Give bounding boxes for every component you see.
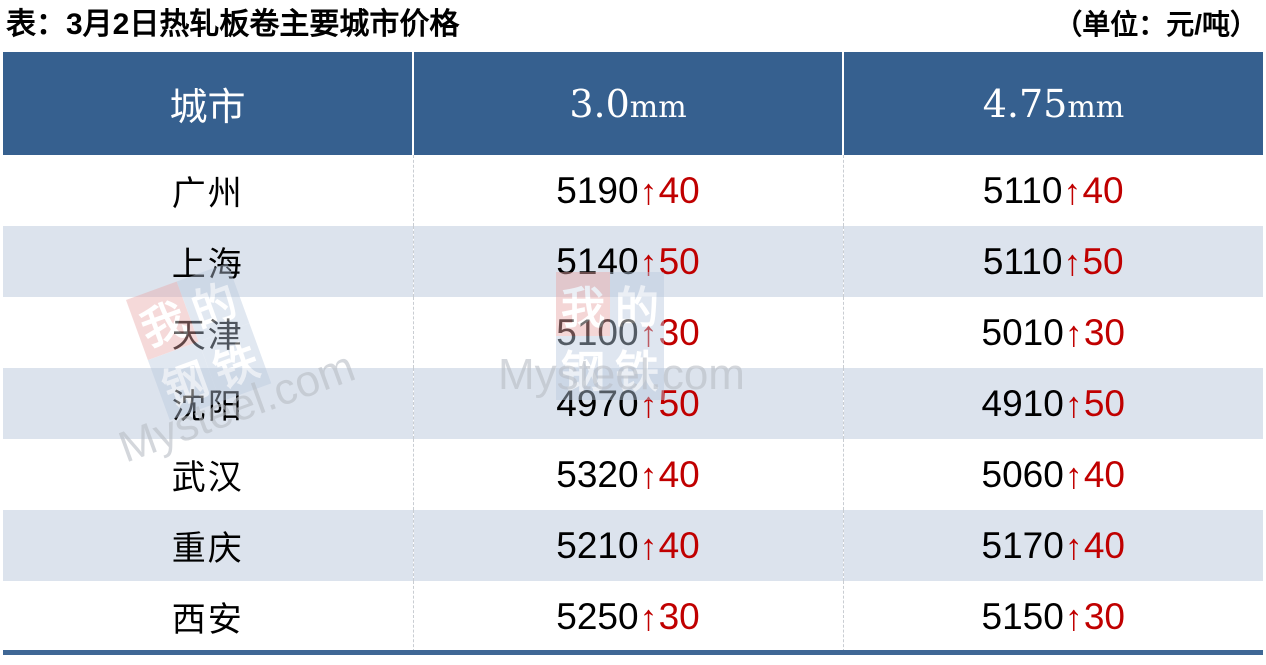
cell-city: 沈阳 <box>3 368 414 439</box>
table-row: 沈阳 4970↑50 4910↑50 <box>3 368 1263 439</box>
cell-price-30: 5210↑40 <box>413 510 844 581</box>
arrow-up-icon: ↑ <box>1064 596 1083 638</box>
column-header-thickness-475: 4.75mm <box>843 52 1263 155</box>
arrow-up-icon: ↑ <box>1064 383 1083 425</box>
header-row: 城市 3.0mm 4.75mm <box>3 52 1263 155</box>
arrow-up-icon: ↑ <box>1064 454 1083 496</box>
table-bottom-rule <box>3 650 1263 655</box>
arrow-up-icon: ↑ <box>639 525 658 567</box>
table-row: 重庆 5210↑40 5170↑40 <box>3 510 1263 581</box>
title-bar: 表：3月2日热轧板卷主要城市价格 （单位：元/吨） <box>0 0 1266 50</box>
price-delta: 40 <box>658 453 700 495</box>
price-value: 5010 <box>981 311 1064 353</box>
price-value: 5110 <box>982 169 1063 211</box>
cell-city: 天津 <box>3 297 414 368</box>
price-delta: 40 <box>1082 169 1124 211</box>
cell-price-475: 5110↑50 <box>843 226 1263 297</box>
price-value: 4970 <box>556 382 639 424</box>
cell-price-475: 5060↑40 <box>843 439 1263 510</box>
price-value: 5190 <box>556 169 639 211</box>
price-value: 5170 <box>981 524 1064 566</box>
price-value: 5110 <box>982 240 1063 282</box>
cell-city: 重庆 <box>3 510 414 581</box>
price-delta: 40 <box>658 524 700 566</box>
cell-price-30: 5190↑40 <box>413 155 844 226</box>
unit-label: （单位：元/吨） <box>1054 9 1258 40</box>
table-body: 广州 5190↑40 5110↑40 上海 5140↑50 5110↑50 <box>3 155 1263 652</box>
page-title: 表：3月2日热轧板卷主要城市价格 <box>6 8 460 41</box>
price-table-wrapper: 城市 3.0mm 4.75mm 广州 5190↑40 <box>3 52 1263 656</box>
arrow-up-icon: ↑ <box>639 383 658 425</box>
column-header-475-label: 4.75 <box>982 81 1068 126</box>
price-delta: 30 <box>1083 595 1125 637</box>
table-row: 天津 5100↑30 5010↑30 <box>3 297 1263 368</box>
price-value: 5250 <box>556 595 639 637</box>
arrow-up-icon: ↑ <box>1064 312 1083 354</box>
arrow-up-icon: ↑ <box>639 170 658 212</box>
table-row: 西安 5250↑30 5150↑30 <box>3 581 1263 652</box>
price-delta: 50 <box>658 382 700 424</box>
cell-price-475: 5150↑30 <box>843 581 1263 652</box>
cell-price-475: 5010↑30 <box>843 297 1263 368</box>
table-row: 广州 5190↑40 5110↑40 <box>3 155 1263 226</box>
cell-city: 西安 <box>3 581 414 652</box>
cell-price-30: 5140↑50 <box>413 226 844 297</box>
price-delta: 30 <box>658 595 700 637</box>
price-delta: 30 <box>1083 311 1125 353</box>
price-value: 5140 <box>556 240 639 282</box>
price-delta: 50 <box>658 240 700 282</box>
column-header-city-label: 城市 <box>169 85 246 129</box>
arrow-up-icon: ↑ <box>639 312 658 354</box>
cell-city: 上海 <box>3 226 414 297</box>
arrow-up-icon: ↑ <box>1063 170 1082 212</box>
column-header-30-suffix: mm <box>629 89 687 125</box>
price-delta: 50 <box>1083 382 1125 424</box>
price-table: 城市 3.0mm 4.75mm 广州 5190↑40 <box>3 52 1263 652</box>
price-delta: 40 <box>1083 453 1125 495</box>
column-header-city: 城市 <box>3 52 414 155</box>
cell-price-475: 4910↑50 <box>843 368 1263 439</box>
cell-city: 武汉 <box>3 439 414 510</box>
arrow-up-icon: ↑ <box>639 454 658 496</box>
price-value: 5100 <box>556 311 639 353</box>
price-value: 5320 <box>556 453 639 495</box>
price-value: 5150 <box>981 595 1064 637</box>
cell-price-475: 5170↑40 <box>843 510 1263 581</box>
price-delta: 40 <box>658 169 700 211</box>
column-header-30-label: 3.0 <box>569 81 630 126</box>
cell-price-30: 4970↑50 <box>413 368 844 439</box>
column-header-475-suffix: mm <box>1067 89 1125 125</box>
table-row: 武汉 5320↑40 5060↑40 <box>3 439 1263 510</box>
price-delta: 50 <box>1082 240 1124 282</box>
table-row: 上海 5140↑50 5110↑50 <box>3 226 1263 297</box>
cell-price-30: 5100↑30 <box>413 297 844 368</box>
cell-price-30: 5250↑30 <box>413 581 844 652</box>
cell-city: 广州 <box>3 155 414 226</box>
price-delta: 40 <box>1083 524 1125 566</box>
arrow-up-icon: ↑ <box>1063 241 1082 283</box>
table-header: 城市 3.0mm 4.75mm <box>3 52 1263 155</box>
arrow-up-icon: ↑ <box>639 241 658 283</box>
cell-price-475: 5110↑40 <box>843 155 1263 226</box>
price-value: 4910 <box>981 382 1064 424</box>
column-header-thickness-30: 3.0mm <box>413 52 844 155</box>
arrow-up-icon: ↑ <box>1064 525 1083 567</box>
cell-price-30: 5320↑40 <box>413 439 844 510</box>
price-value: 5060 <box>981 453 1064 495</box>
price-value: 5210 <box>556 524 639 566</box>
price-delta: 30 <box>658 311 700 353</box>
arrow-up-icon: ↑ <box>639 596 658 638</box>
